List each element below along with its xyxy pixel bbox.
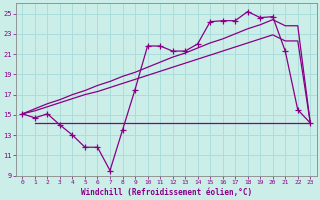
X-axis label: Windchill (Refroidissement éolien,°C): Windchill (Refroidissement éolien,°C): [81, 188, 252, 197]
